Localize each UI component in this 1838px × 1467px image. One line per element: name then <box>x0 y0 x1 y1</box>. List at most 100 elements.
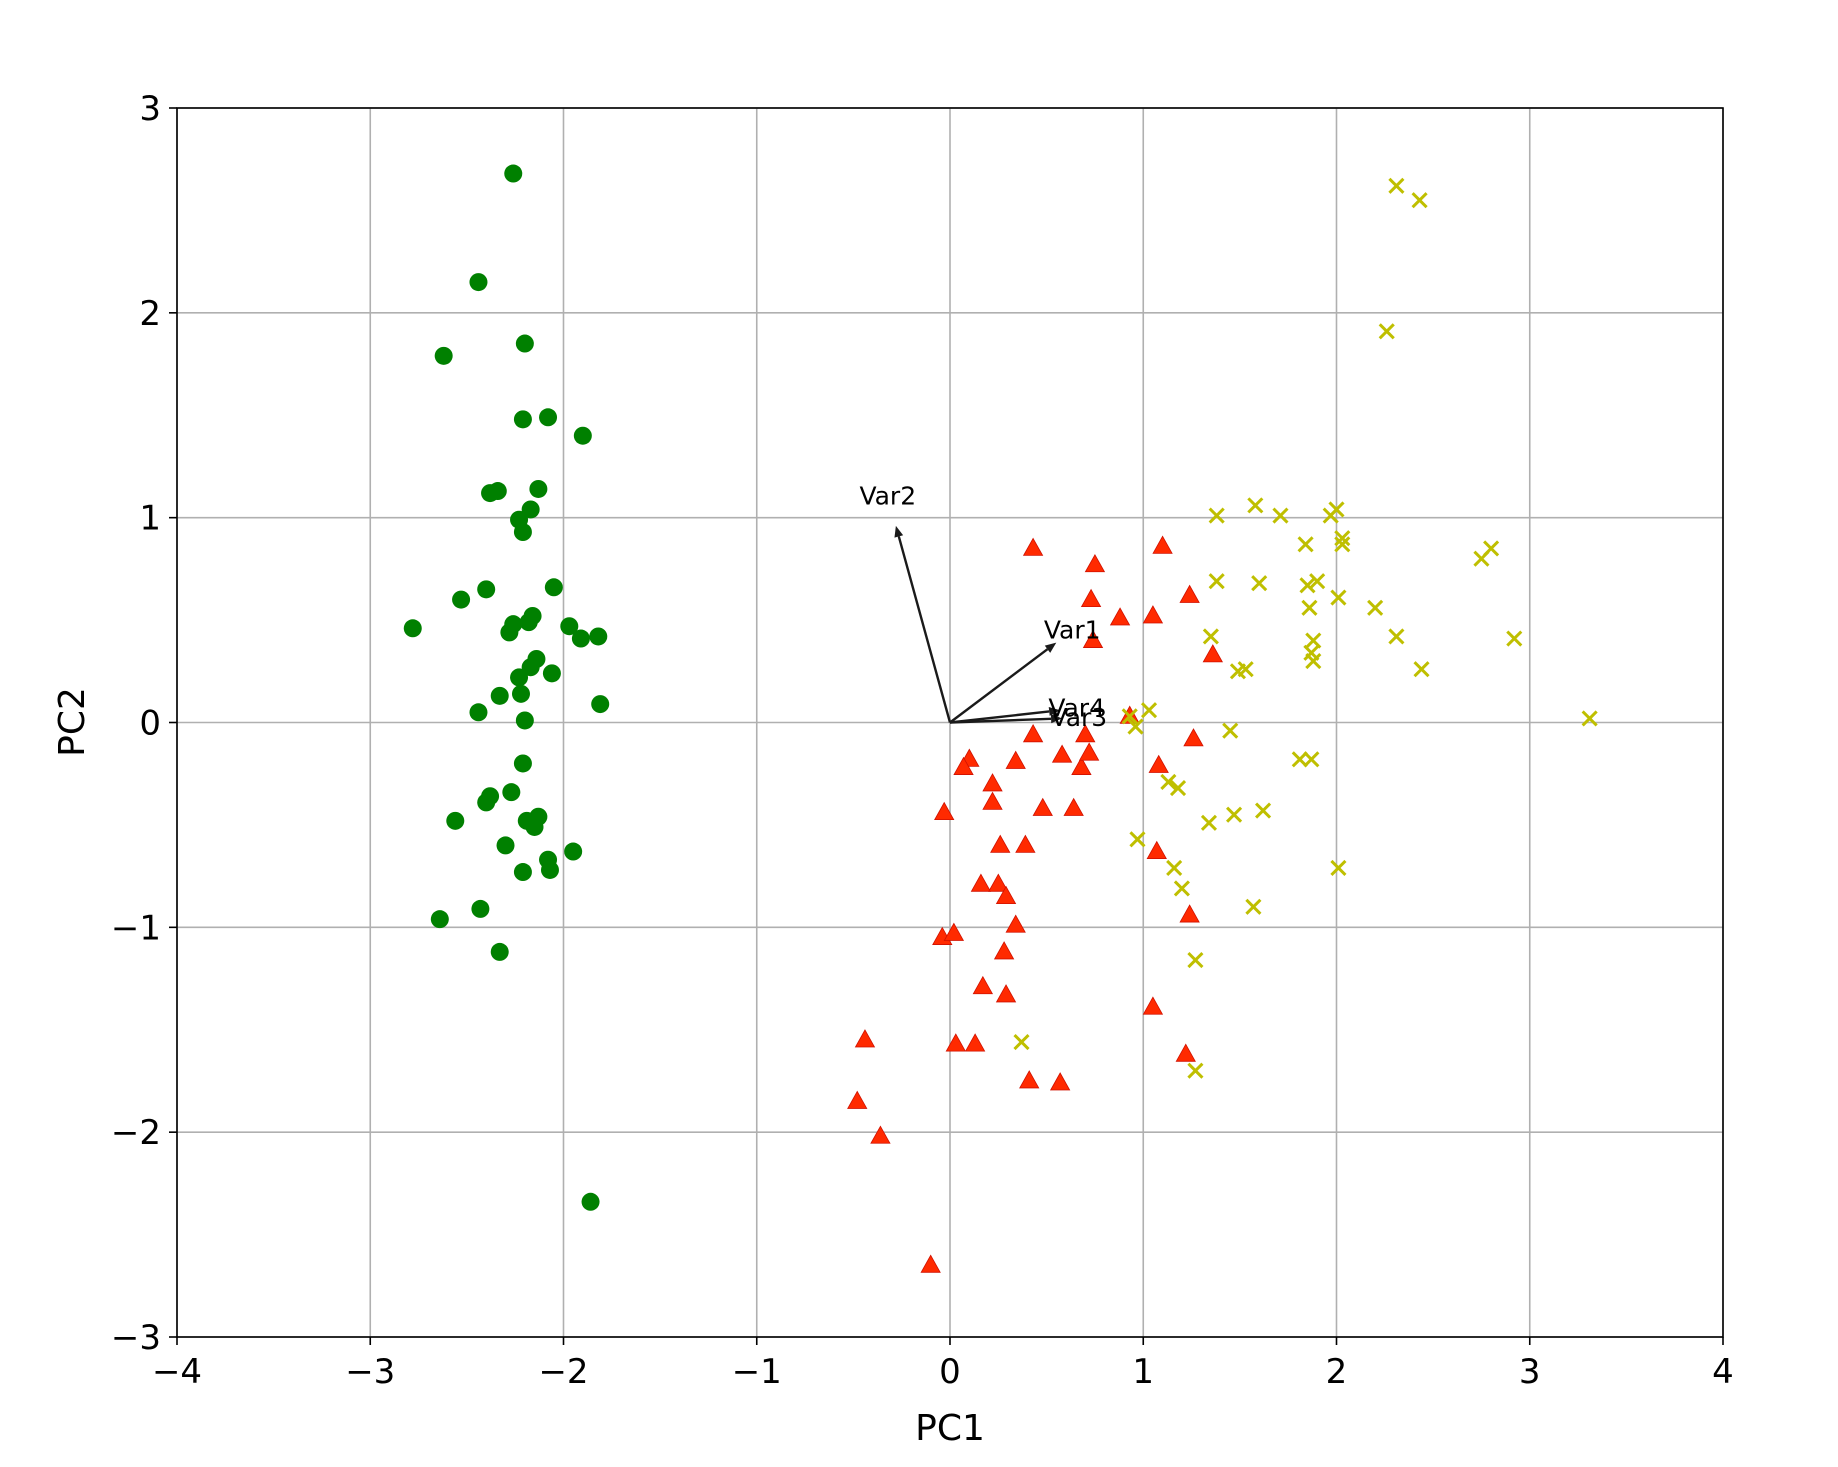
data-point-triangle <box>854 1029 876 1048</box>
data-point-x <box>1187 952 1204 969</box>
loading-label: Var4 <box>1048 693 1105 722</box>
loading-arrow: Var1 <box>949 616 1101 724</box>
y-axis-ticks: −3 −2 −1 0 1 2 3 <box>111 89 177 1358</box>
x-tick-label: −4 <box>152 1352 202 1392</box>
data-point-triangle <box>972 975 994 995</box>
data-point-circle <box>564 842 583 861</box>
data-point-triangle <box>1179 904 1200 923</box>
data-point-triangle <box>1051 744 1073 763</box>
data-point-circle <box>521 500 540 519</box>
data-point-triangle <box>1080 588 1102 607</box>
data-point-circle <box>446 811 465 830</box>
data-point-x <box>1411 192 1428 209</box>
data-point-circle <box>560 617 579 636</box>
x-tick-label: −3 <box>345 1352 395 1392</box>
data-point-triangle <box>1075 723 1096 743</box>
data-point-x <box>1226 806 1243 823</box>
data-point-circle <box>513 863 532 882</box>
loading-arrow-head <box>894 525 904 538</box>
data-point-circle <box>525 817 544 836</box>
loading-arrow-shaft <box>949 710 1050 724</box>
data-point-triangle <box>988 873 1009 892</box>
data-point-circle <box>504 615 523 634</box>
data-point-triangle <box>870 1125 891 1144</box>
data-point-x <box>1272 507 1289 524</box>
y-tick-label: 0 <box>139 704 161 744</box>
loading-arrow-head <box>1050 714 1063 724</box>
loading-arrow: Var3 <box>949 703 1108 732</box>
data-point-triangle <box>1179 584 1200 603</box>
data-point-x <box>1187 1062 1204 1079</box>
data-point-x <box>1127 718 1144 735</box>
data-point-triangle <box>1082 629 1104 648</box>
data-point-x <box>1378 323 1395 340</box>
data-point-triangle <box>1183 728 1204 747</box>
data-point-triangle <box>1049 1072 1071 1091</box>
x-tick-label: 3 <box>1519 1352 1541 1392</box>
y-tick-label: 1 <box>139 499 161 539</box>
data-point-triangle <box>1202 644 1224 663</box>
data-point-x <box>1305 632 1322 649</box>
data-point-circle <box>515 711 534 730</box>
data-point-triangle <box>995 885 1017 905</box>
loading-arrow: Var4 <box>949 693 1105 724</box>
data-point-circle <box>469 273 488 292</box>
data-point-circle <box>403 619 422 638</box>
data-point-circle <box>504 164 523 183</box>
data-point-x <box>1330 589 1347 606</box>
data-point-x <box>1388 177 1405 194</box>
data-point-x <box>1334 530 1351 547</box>
data-point-circle <box>529 479 548 498</box>
data-point-triangle <box>1063 797 1084 816</box>
data-point-x <box>1291 751 1308 768</box>
data-point-circle <box>513 523 532 542</box>
x-axis-label: PC1 <box>915 1408 985 1449</box>
data-point-triangle <box>1142 605 1164 624</box>
data-point-x <box>1173 880 1190 897</box>
loading-arrow-shaft <box>949 717 1052 724</box>
data-point-triangle <box>1142 996 1164 1015</box>
data-point-circle <box>511 684 530 703</box>
data-point-circle <box>477 580 496 599</box>
data-point-circle <box>539 408 558 427</box>
data-point-circle <box>477 793 496 812</box>
data-point-x <box>1245 898 1262 915</box>
data-point-triangle <box>1022 723 1044 743</box>
x-tick-label: 2 <box>1326 1352 1348 1392</box>
data-point-x <box>1388 628 1405 645</box>
data-point-x <box>1301 599 1318 616</box>
data-point-triangle <box>964 1033 986 1052</box>
data-point-circle <box>469 703 488 722</box>
data-point-circle <box>591 695 610 714</box>
x-tick-label: 0 <box>939 1352 961 1392</box>
data-point-x <box>1334 536 1351 553</box>
data-point-circle <box>434 346 453 365</box>
loading-label: Var3 <box>1051 703 1108 732</box>
data-point-circle <box>571 629 590 648</box>
data-point-circle <box>540 860 559 879</box>
data-point-x <box>1328 501 1345 518</box>
data-point-x <box>1299 577 1316 594</box>
x-tick-label: −2 <box>538 1352 588 1392</box>
data-point-circle <box>502 783 521 802</box>
y-tick-label: 3 <box>139 89 161 129</box>
x-tick-label: 1 <box>1132 1352 1154 1392</box>
data-point-circle <box>573 426 592 445</box>
data-point-x <box>1237 661 1254 678</box>
data-point-circle <box>544 578 563 597</box>
data-point-x <box>1483 540 1500 557</box>
data-point-circle <box>471 899 490 918</box>
data-point-circle <box>515 334 534 353</box>
data-point-circle <box>542 664 561 683</box>
data-point-triangle <box>953 756 974 775</box>
data-point-triangle <box>1015 834 1036 853</box>
data-point-circle <box>513 754 532 773</box>
data-point-triangle <box>990 834 1011 853</box>
y-tick-label: −1 <box>111 908 161 948</box>
data-point-triangle <box>970 873 992 892</box>
data-point-circle <box>513 410 532 429</box>
data-point-circle <box>581 1192 600 1211</box>
data-point-triangle <box>1005 914 1026 933</box>
